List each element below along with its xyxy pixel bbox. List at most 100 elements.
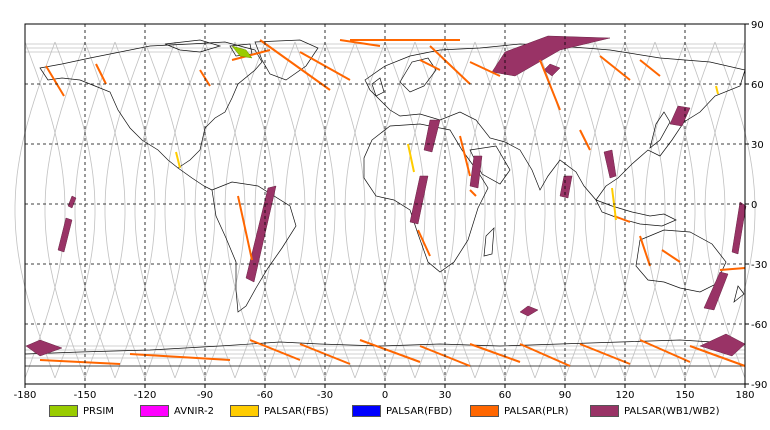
legend-swatch <box>140 405 169 417</box>
plr-swath <box>689 345 746 367</box>
y-tick-label: -30 <box>751 260 767 271</box>
y-tick-label: 0 <box>751 200 757 211</box>
plr-swath <box>259 39 331 91</box>
legend-label: PALSAR(WB1/WB2) <box>624 405 720 417</box>
plr-swath <box>719 267 746 271</box>
wb-swath <box>603 149 617 179</box>
legend-label: PALSAR(FBS) <box>264 405 329 417</box>
orbit-track <box>504 41 546 379</box>
plr-swath <box>639 59 661 77</box>
orbit-track <box>474 41 516 379</box>
orbit-track <box>54 41 96 379</box>
legend-swatch <box>590 405 619 417</box>
orbit-track <box>294 41 336 379</box>
wb-swath <box>543 63 561 77</box>
x-tick-label: -60 <box>257 390 273 400</box>
x-tick-label: -90 <box>197 390 213 400</box>
plr-swath <box>469 343 521 363</box>
x-tick-label: 60 <box>499 390 512 400</box>
orbit-track <box>494 41 536 379</box>
orbit-track <box>264 41 306 379</box>
orbit-track <box>684 41 726 379</box>
orbit-track <box>194 41 236 379</box>
plr-swath <box>519 343 571 367</box>
orbit-track <box>224 41 266 379</box>
plr-swath <box>359 339 421 363</box>
orbit-track <box>24 41 66 379</box>
wb-swath <box>669 105 691 127</box>
plr-swath <box>639 235 651 267</box>
legend-label: PALSAR(PLR) <box>504 405 569 417</box>
legend-item-avnir2: AVNIR-2 <box>140 404 214 418</box>
x-tick-label: 90 <box>559 390 572 400</box>
orbit-track <box>714 41 756 379</box>
orbit-track <box>114 41 156 379</box>
coast-central-america <box>177 167 213 191</box>
y-tick-label: 90 <box>751 20 764 31</box>
legend: PRSIM AVNIR-2 PALSAR(FBS) PALSAR(FBD) PA… <box>0 400 770 422</box>
orbit-track <box>464 41 506 379</box>
plr-swath <box>469 61 501 77</box>
wb-swath <box>67 195 77 209</box>
coast-greenland <box>254 39 319 81</box>
legend-swatch <box>352 405 381 417</box>
plr-swath <box>429 45 471 85</box>
legend-swatch <box>470 405 499 417</box>
axis-ticks: -180 -150 -120 -90 -60 -30 0 30 60 90 120 150 180 90 6… <box>14 20 768 400</box>
y-tick-label: -90 <box>751 380 767 391</box>
wb-swath <box>423 119 441 153</box>
observation-swaths <box>25 35 747 367</box>
orbit-track <box>164 41 206 379</box>
x-tick-label: 0 <box>382 390 388 400</box>
orbit-track <box>324 41 366 379</box>
orbit-track <box>524 41 566 379</box>
coverage-map: -180 -150 -120 -90 -60 -30 0 30 60 90 120 150 180 90 6… <box>14 20 768 400</box>
coast-new-zealand <box>733 285 745 303</box>
orbit-track <box>434 41 476 379</box>
orbit-track <box>564 41 606 379</box>
orbit-track <box>354 41 396 379</box>
orbit-track <box>134 41 176 379</box>
fbs-swath <box>407 143 415 173</box>
y-tick-label: 30 <box>751 140 764 151</box>
orbit-track <box>104 41 146 379</box>
wb-swath <box>25 339 63 357</box>
prsim-swath <box>231 45 253 59</box>
x-tick-label: 30 <box>439 390 452 400</box>
plr-swath <box>639 339 691 363</box>
wb-swath <box>491 35 611 77</box>
orbit-track <box>74 41 116 379</box>
plr-swath <box>249 339 301 361</box>
x-tick-label: 150 <box>675 390 694 400</box>
plr-swath <box>579 343 631 365</box>
wb-swath <box>559 175 573 199</box>
orbit-track <box>314 41 356 379</box>
orbit-track <box>84 41 126 379</box>
orbit-track <box>444 41 486 379</box>
legend-swatch <box>49 405 78 417</box>
legend-item-palsar-plr: PALSAR(PLR) <box>470 404 568 418</box>
coast-north-america <box>39 41 263 169</box>
orbit-track <box>644 41 686 379</box>
orbit-track <box>374 41 416 379</box>
orbit-track <box>554 41 596 379</box>
orbit-track <box>584 41 626 379</box>
x-tick-label: 120 <box>615 390 634 400</box>
orbit-track <box>624 41 666 379</box>
plr-swath <box>539 59 561 111</box>
x-tick-label: -120 <box>134 390 157 400</box>
plr-swath <box>417 229 431 257</box>
legend-label: AVNIR-2 <box>174 405 214 417</box>
plr-swath <box>661 249 681 263</box>
coast-africa <box>363 123 489 273</box>
x-tick-label: -150 <box>74 390 97 400</box>
plr-swath <box>39 359 121 365</box>
plr-swath <box>599 55 631 81</box>
plr-swath <box>419 59 441 71</box>
coast-madagascar <box>483 227 495 257</box>
orbit-track <box>404 41 446 379</box>
orbit-track <box>14 41 56 379</box>
legend-swatch <box>230 405 259 417</box>
coast-eurasia <box>364 43 746 201</box>
wb-swath <box>519 305 539 317</box>
